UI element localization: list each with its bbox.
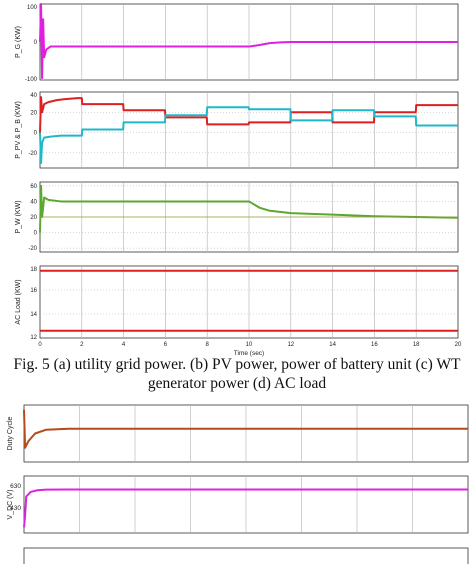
chart-panel-2: -20 0 20 40 P_PV & P_B (KW) bbox=[15, 91, 459, 169]
figure-caption: Fig. 5 (a) utility grid power. (b) PV po… bbox=[0, 355, 474, 393]
y-tick-label: 0 bbox=[34, 231, 38, 237]
y-tick-label: -100 bbox=[25, 77, 38, 83]
y-tick-label: -20 bbox=[28, 151, 37, 157]
x-tick-label: 8 bbox=[206, 342, 210, 348]
caption-line-2: generator power (d) AC load bbox=[147, 375, 327, 392]
chart-panel-7-frame bbox=[23, 547, 469, 564]
y-tick-label: 40 bbox=[30, 199, 37, 205]
x-tick-label: 16 bbox=[371, 342, 378, 348]
series-line-1 bbox=[23, 409, 468, 449]
y-tick-label: 40 bbox=[30, 93, 37, 99]
y-axis-label: V_DC (V) bbox=[7, 490, 14, 520]
x-tick-label: 2 bbox=[80, 342, 84, 348]
chart-panel-4: 12 14 16 18 AC Load (KW) bbox=[15, 265, 459, 341]
y-tick-label: 60 bbox=[30, 184, 37, 190]
y-tick-label: 0 bbox=[34, 40, 38, 46]
y-tick-label: 12 bbox=[30, 335, 37, 341]
y-tick-label: 16 bbox=[30, 288, 37, 294]
series-line-1 bbox=[23, 488, 468, 528]
y-tick-label: -20 bbox=[28, 246, 37, 252]
y-tick-label: 0 bbox=[34, 131, 38, 137]
y-tick-label: 20 bbox=[30, 215, 37, 221]
series-line-1 bbox=[39, 3, 458, 80]
series-line-1 bbox=[39, 184, 459, 233]
y-axis-label: AC Load (KW) bbox=[15, 279, 22, 324]
chart-panel-5: Duty Cycle bbox=[7, 404, 469, 463]
y-tick-label: 20 bbox=[30, 110, 37, 116]
x-tick-label: 20 bbox=[455, 342, 462, 348]
x-tick-label: 0 bbox=[38, 342, 42, 348]
x-tick-label: 14 bbox=[329, 342, 336, 348]
y-axis-label: P_W (KW) bbox=[15, 200, 22, 233]
caption-line-1: Fig. 5 (a) utility grid power. (b) PV po… bbox=[13, 356, 461, 373]
y-tick-label: 630 bbox=[10, 483, 21, 490]
y-tick-label: 18 bbox=[30, 267, 37, 273]
y-axis-label: P_G (KW) bbox=[15, 26, 22, 58]
x-tick-label: 18 bbox=[413, 342, 420, 348]
y-tick-label: 14 bbox=[30, 312, 37, 318]
y-tick-label: 100 bbox=[27, 5, 38, 11]
chart-panel-3: -20 0 20 40 60 P_W (KW) bbox=[15, 181, 459, 253]
x-tick-label: 6 bbox=[164, 342, 168, 348]
y-axis-label: Duty Cycle bbox=[7, 416, 14, 450]
y-tick-label: 430 bbox=[10, 505, 21, 512]
series-line-2 bbox=[39, 106, 458, 164]
x-tick-label: 12 bbox=[287, 342, 294, 348]
x-tick-label: 4 bbox=[122, 342, 126, 348]
chart-panel-1: -100 0 100 P_G (KW) bbox=[15, 3, 459, 83]
series-line-1 bbox=[39, 96, 458, 133]
x-tick-label: 10 bbox=[246, 342, 253, 348]
x-axis-label: Time (sec) bbox=[234, 350, 264, 357]
y-axis-label: P_PV & P_B (KW) bbox=[15, 101, 22, 159]
